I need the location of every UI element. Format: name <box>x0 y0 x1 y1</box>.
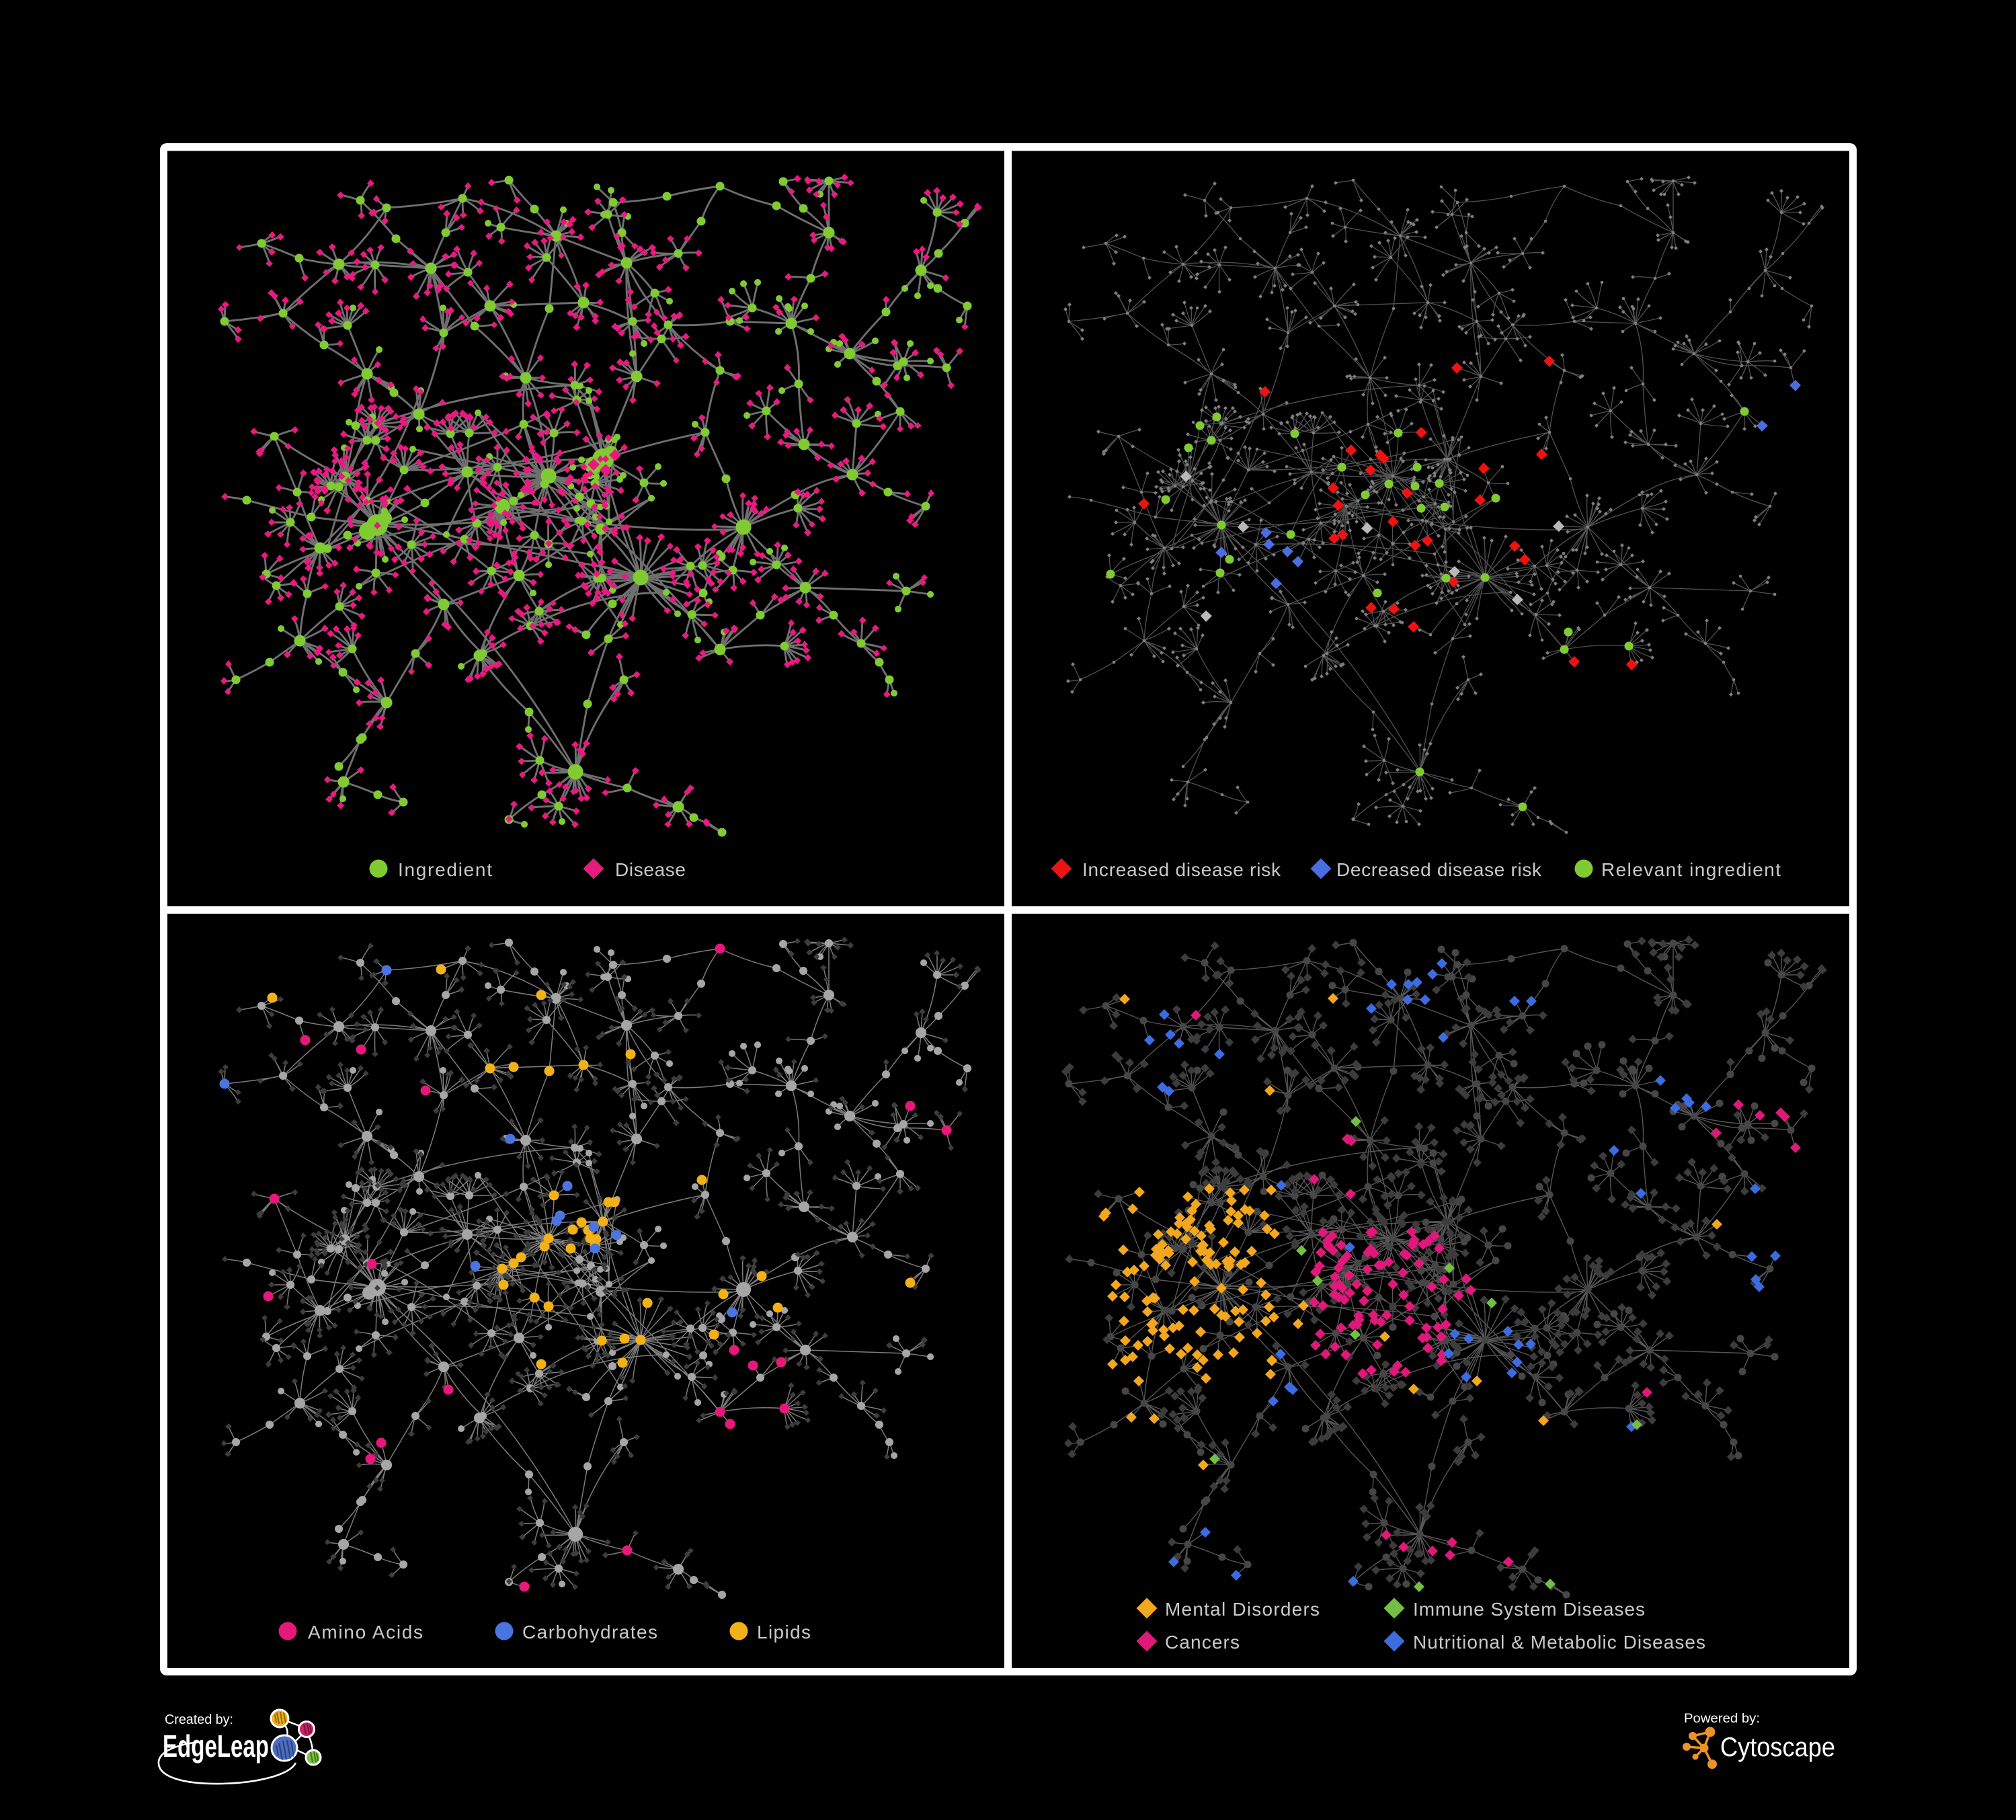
svg-text:Nutritional & Metabolic Diseas: Nutritional & Metabolic Diseases <box>1413 1632 1705 1653</box>
svg-text:Lipids: Lipids <box>757 1622 811 1643</box>
svg-text:Immune System Diseases: Immune System Diseases <box>1413 1599 1645 1620</box>
svg-text:Decreased disease risk: Decreased disease risk <box>1336 859 1542 880</box>
svg-text:Disease: Disease <box>615 859 686 880</box>
svg-text:Cytoscape: Cytoscape <box>1720 1733 1835 1762</box>
svg-text:Carbohydrates: Carbohydrates <box>522 1622 657 1643</box>
svg-text:Mental Disorders: Mental Disorders <box>1165 1599 1320 1620</box>
svg-text:Powered by:: Powered by: <box>1684 1712 1760 1726</box>
svg-text:Increased disease risk: Increased disease risk <box>1082 859 1281 880</box>
svg-text:Amino Acids: Amino Acids <box>308 1622 423 1643</box>
svg-text:Relevant ingredient: Relevant ingredient <box>1601 859 1781 880</box>
svg-text:Ingredient: Ingredient <box>398 859 492 880</box>
svg-text:Cancers: Cancers <box>1165 1632 1240 1653</box>
svg-text:Created by:: Created by: <box>165 1712 233 1727</box>
